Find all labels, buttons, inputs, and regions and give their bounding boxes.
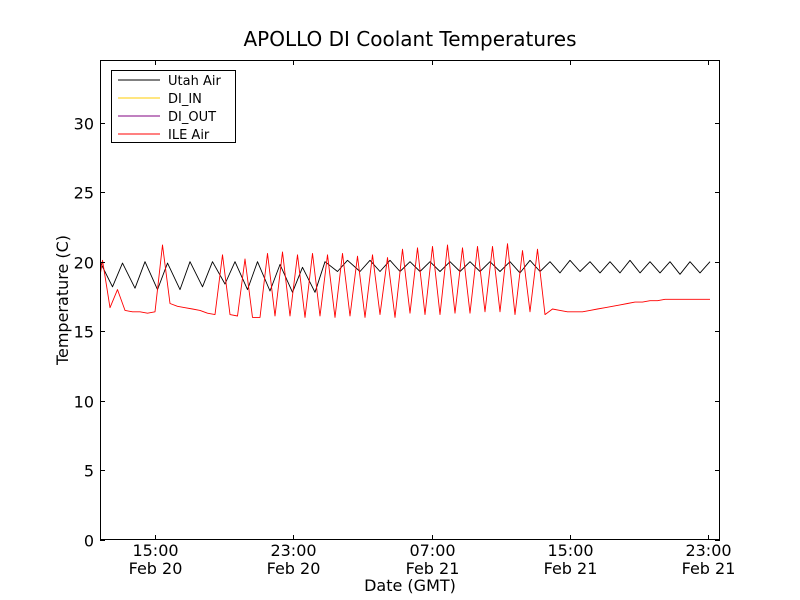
x-tick-label-time: 15:00 [547, 541, 593, 560]
y-tick-label: 25 [74, 184, 94, 203]
legend-label-utah-air: Utah Air [168, 74, 221, 89]
plot-frame [100, 60, 720, 540]
y-tick-label: 0 [84, 532, 94, 551]
series-line-ile-air [100, 243, 710, 318]
x-tick-label-date: Feb 21 [406, 559, 460, 578]
x-tick-label-time: 07:00 [409, 541, 455, 560]
y-axis-label: Temperature (C) [53, 235, 72, 366]
x-tick-label-time: 23:00 [685, 541, 731, 560]
x-tick-label-time: 23:00 [270, 541, 316, 560]
x-tick-label-date: Feb 21 [544, 559, 598, 578]
y-tick-label: 5 [84, 462, 94, 481]
legend: Utah Air DI_IN DI_OUT ILE Air [111, 70, 236, 143]
y-axis: 0 5 10 15 20 25 30 [74, 115, 720, 551]
legend-label-ile-air: ILE Air [168, 128, 210, 143]
x-axis-label: Date (GMT) [364, 576, 456, 595]
y-tick-label: 10 [74, 393, 94, 412]
plot-content [100, 243, 711, 318]
y-tick-label: 15 [74, 323, 94, 342]
y-tick-label: 30 [74, 115, 94, 134]
x-tick-label-time: 15:00 [132, 541, 178, 560]
legend-box [111, 70, 236, 143]
legend-label-di-in: DI_IN [168, 92, 202, 107]
x-tick-label-date: Feb 20 [129, 559, 183, 578]
x-tick-label-date: Feb 20 [267, 559, 321, 578]
legend-label-di-out: DI_OUT [168, 110, 216, 125]
series-line-utah-air [100, 259, 711, 293]
y-tick-label: 20 [74, 254, 94, 273]
x-tick-label-date: Feb 21 [682, 559, 736, 578]
chart-title: APOLLO DI Coolant Temperatures [243, 27, 576, 51]
